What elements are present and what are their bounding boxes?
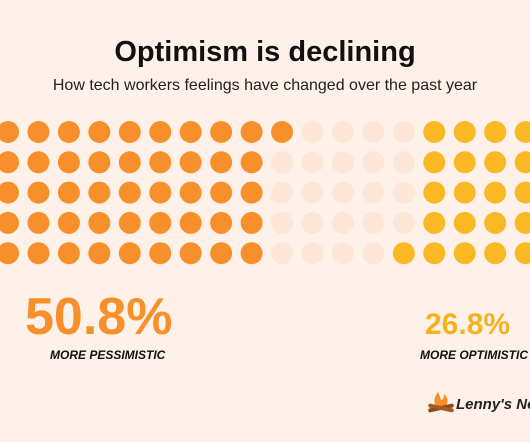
dot bbox=[453, 211, 476, 234]
dot bbox=[331, 181, 354, 204]
dot bbox=[301, 181, 324, 204]
dot bbox=[240, 211, 263, 234]
dot bbox=[27, 181, 50, 204]
dot bbox=[118, 151, 141, 174]
dot bbox=[0, 151, 19, 174]
dot bbox=[453, 181, 476, 204]
dot bbox=[392, 242, 415, 265]
brand: Lenny's Newsletter bbox=[456, 396, 530, 413]
dot bbox=[0, 211, 19, 234]
dot bbox=[118, 242, 141, 265]
dot bbox=[27, 211, 50, 234]
dot bbox=[240, 151, 263, 174]
dot bbox=[88, 151, 111, 174]
dot bbox=[57, 242, 80, 265]
dot bbox=[362, 121, 385, 143]
dot bbox=[392, 181, 415, 204]
dot bbox=[88, 242, 111, 265]
dot bbox=[362, 181, 385, 204]
dot bbox=[210, 181, 233, 204]
chart-title: Optimism is declining bbox=[114, 36, 415, 68]
dot bbox=[453, 151, 476, 174]
dot bbox=[514, 242, 530, 265]
stat-value: 50.8% bbox=[25, 288, 172, 346]
dot bbox=[301, 211, 324, 234]
dot bbox=[88, 121, 111, 143]
dot bbox=[331, 121, 354, 143]
dot bbox=[27, 121, 50, 143]
dot bbox=[362, 242, 385, 265]
dot bbox=[240, 181, 263, 204]
dot bbox=[484, 242, 507, 265]
dot bbox=[179, 242, 202, 265]
dot bbox=[0, 242, 19, 265]
brand-icon bbox=[428, 392, 454, 413]
dot bbox=[271, 121, 294, 143]
dot bbox=[453, 242, 476, 265]
dot bbox=[331, 211, 354, 234]
dot bbox=[301, 242, 324, 265]
dot bbox=[179, 121, 202, 143]
dot bbox=[392, 151, 415, 174]
dot bbox=[453, 121, 476, 143]
dot bbox=[149, 121, 172, 143]
dot bbox=[301, 151, 324, 174]
dot bbox=[149, 181, 172, 204]
dot bbox=[149, 242, 172, 265]
dot bbox=[149, 211, 172, 234]
dot bbox=[484, 151, 507, 174]
dot bbox=[514, 211, 530, 234]
dot bbox=[423, 121, 446, 143]
dot bbox=[423, 211, 446, 234]
dot bbox=[240, 242, 263, 265]
dot bbox=[271, 151, 294, 174]
dot bbox=[210, 242, 233, 265]
dot bbox=[423, 242, 446, 265]
dot bbox=[331, 151, 354, 174]
dot bbox=[423, 151, 446, 174]
dot bbox=[57, 151, 80, 174]
dot bbox=[514, 121, 530, 143]
dot bbox=[301, 121, 324, 143]
dot bbox=[27, 151, 50, 174]
dot bbox=[57, 211, 80, 234]
dot bbox=[484, 211, 507, 234]
dot bbox=[210, 121, 233, 143]
dot bbox=[88, 181, 111, 204]
dot bbox=[118, 181, 141, 204]
dot bbox=[179, 181, 202, 204]
dot bbox=[149, 151, 172, 174]
dot bbox=[0, 121, 19, 143]
dot bbox=[118, 211, 141, 234]
dot bbox=[362, 211, 385, 234]
chart-subtitle: How tech workers feelings have changed o… bbox=[53, 77, 478, 94]
dot bbox=[271, 242, 294, 265]
dot bbox=[331, 242, 354, 265]
dot bbox=[271, 181, 294, 204]
dot bbox=[271, 211, 294, 234]
dot bbox=[118, 121, 141, 143]
stat-label: MORE PESSIMISTIC bbox=[50, 348, 166, 362]
dot bbox=[210, 151, 233, 174]
dot bbox=[392, 121, 415, 143]
dot bbox=[57, 181, 80, 204]
dot bbox=[392, 211, 415, 234]
dot bbox=[0, 181, 19, 204]
dot bbox=[210, 211, 233, 234]
dot bbox=[514, 151, 530, 174]
dot bbox=[240, 121, 263, 143]
dot bbox=[484, 181, 507, 204]
dot bbox=[179, 211, 202, 234]
dot bbox=[362, 151, 385, 174]
dot bbox=[484, 121, 507, 143]
dot bbox=[514, 181, 530, 204]
dot bbox=[57, 121, 80, 143]
stat-label: MORE OPTIMISTIC bbox=[420, 348, 528, 362]
dot bbox=[423, 181, 446, 204]
dot bbox=[27, 242, 50, 265]
dot bbox=[179, 151, 202, 174]
dot bbox=[88, 211, 111, 234]
stat-value: 26.8% bbox=[425, 308, 510, 341]
